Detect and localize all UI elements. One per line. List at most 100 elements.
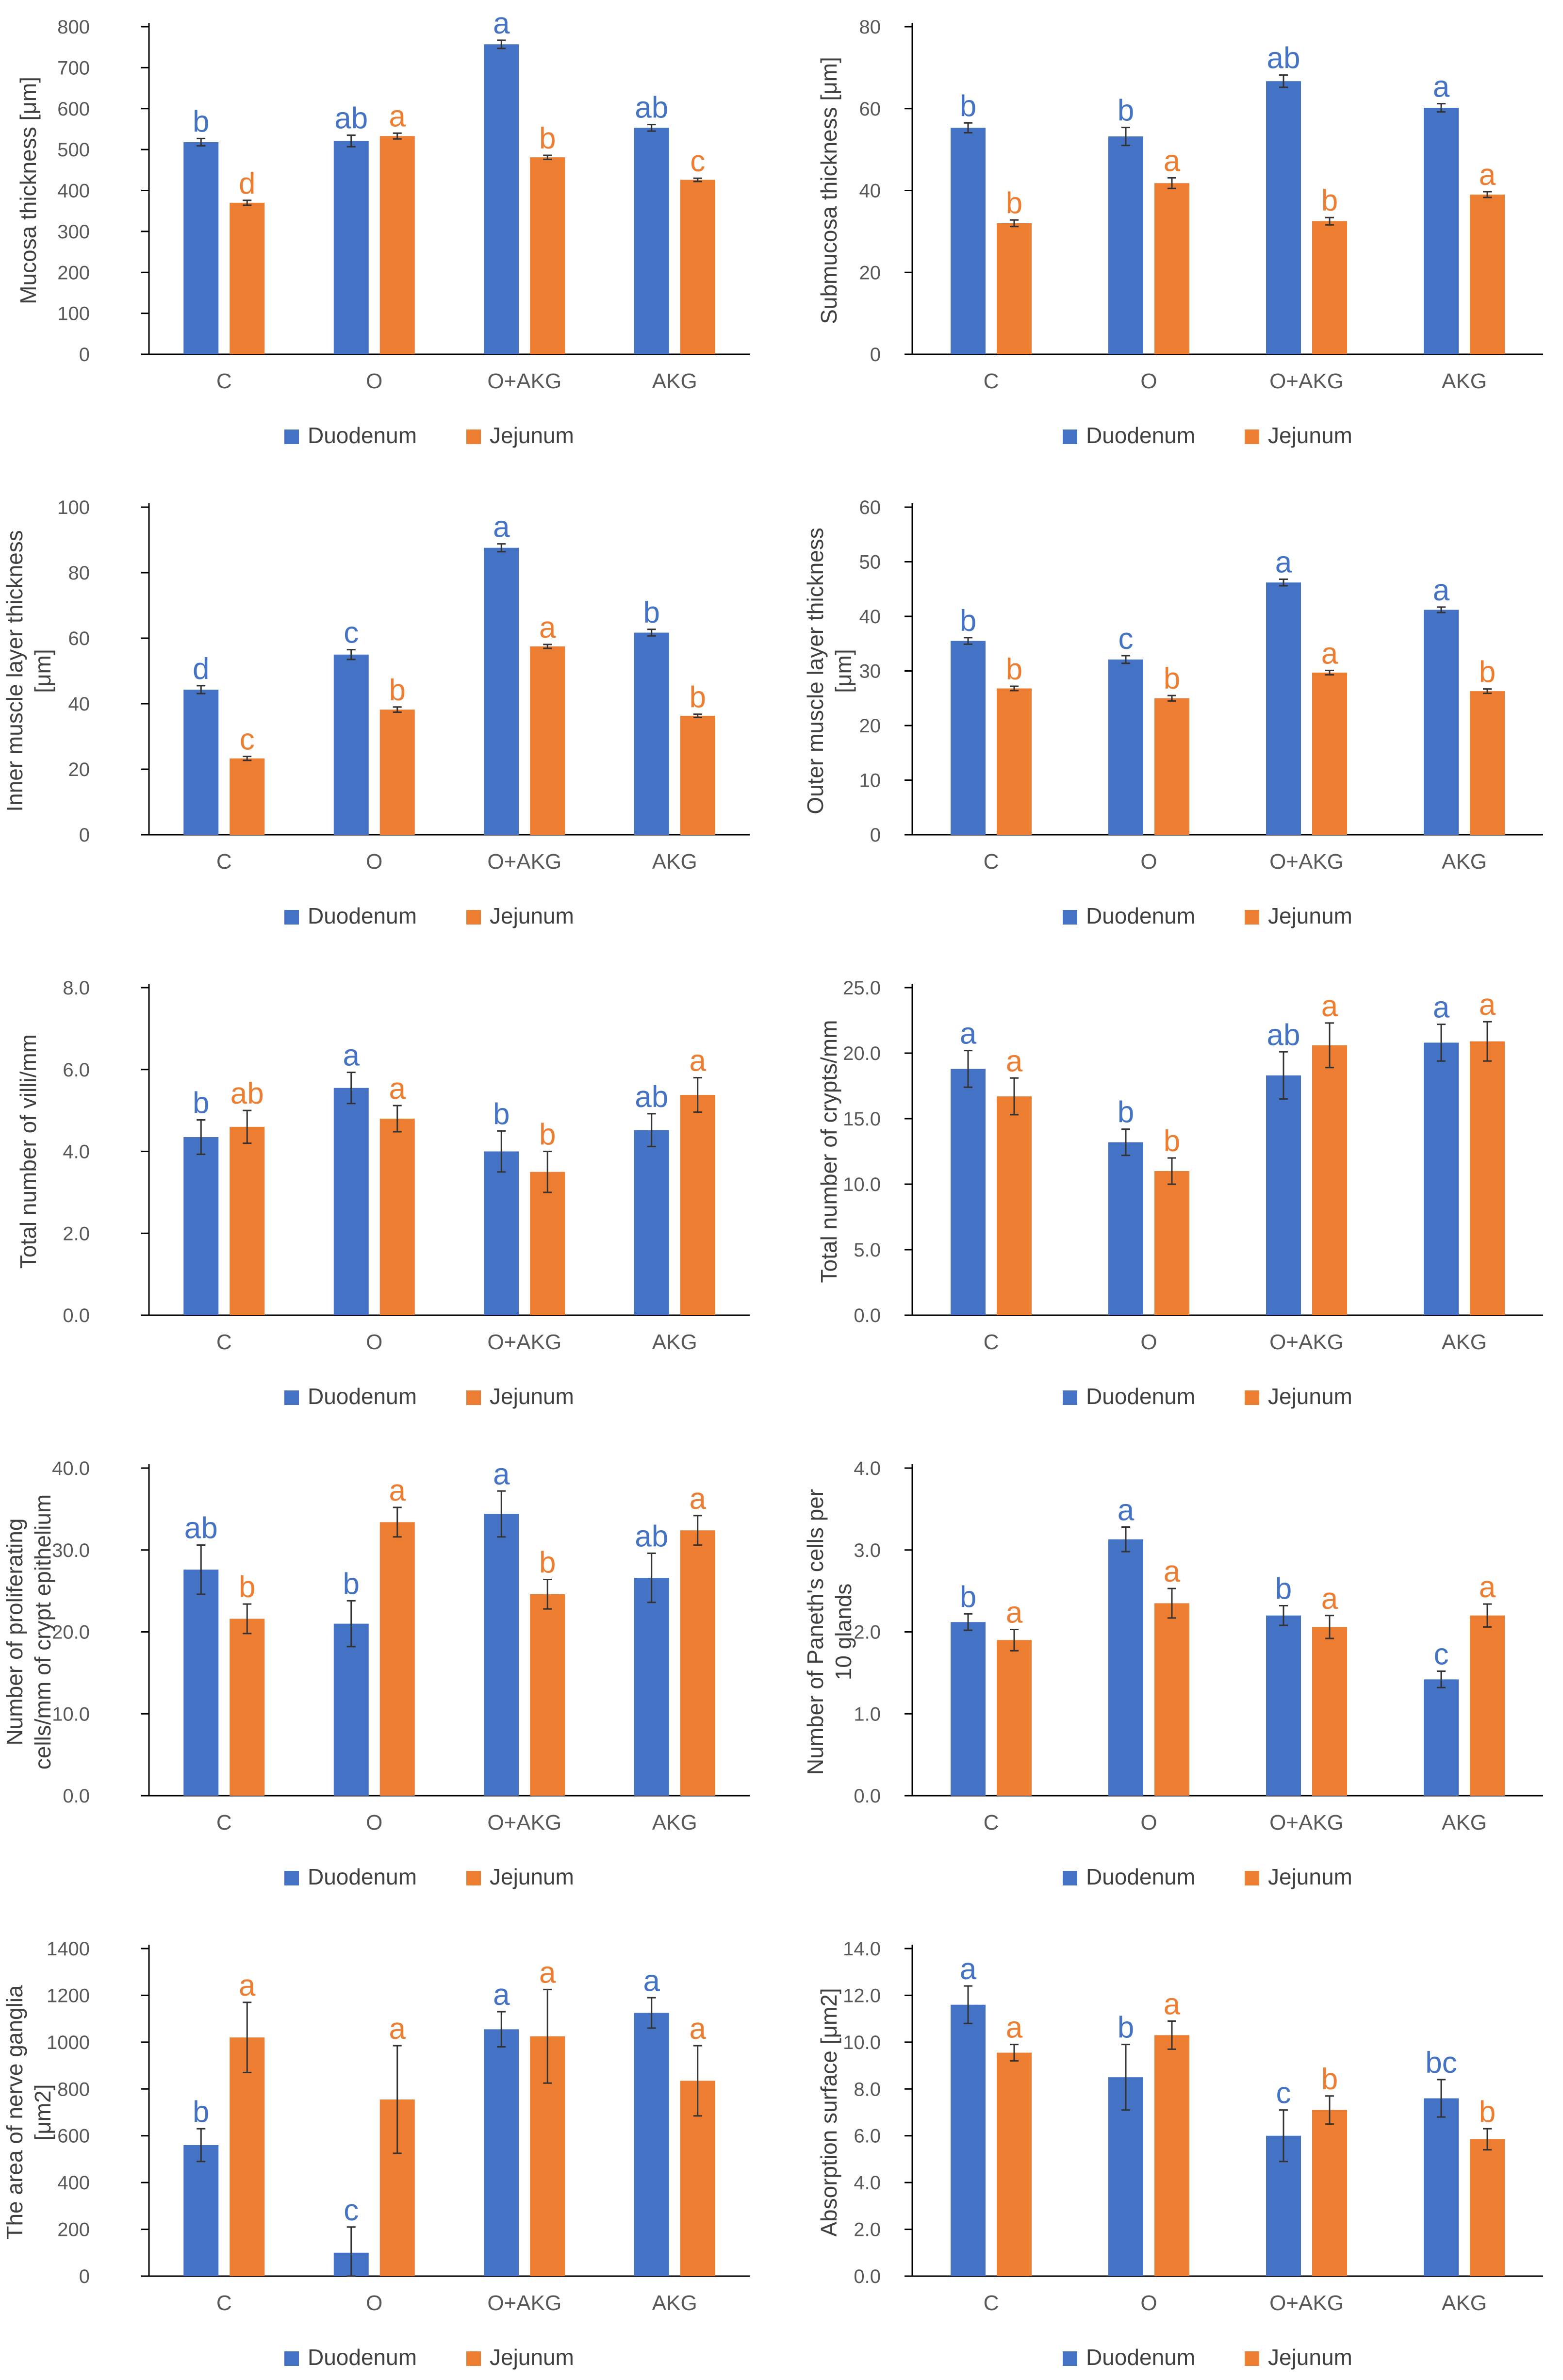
significance-letter: b xyxy=(389,674,406,707)
y-tick-label: 40 xyxy=(859,606,881,628)
y-axis-title-line: Inner muscle layer thickness xyxy=(2,530,27,811)
category-label: C xyxy=(984,1811,999,1835)
significance-letter: a xyxy=(539,1956,556,1989)
duodenum-bar xyxy=(1424,610,1459,835)
category-label: C xyxy=(984,2291,999,2315)
y-tick-label: 14.0 xyxy=(843,1938,881,1960)
duodenum-bar xyxy=(1108,136,1143,354)
significance-letter: a xyxy=(690,1482,707,1516)
significance-letter: b xyxy=(960,89,976,123)
significance-letter: b xyxy=(690,681,706,714)
y-axis-title: Number of Paneth's cells per 10 glands xyxy=(803,1489,856,1775)
duodenum-bar xyxy=(484,1514,519,1796)
significance-letter: ab xyxy=(1267,42,1300,75)
significance-letter: a xyxy=(1321,1582,1338,1616)
category-label: O xyxy=(366,369,382,393)
significance-letter: a xyxy=(389,1474,406,1507)
chart-panel-7: 0.0 10.0 20.0 30.0 40.0 Number of proliferati… xyxy=(2,1457,750,1889)
category-label: AKG xyxy=(1442,369,1487,393)
significance-letter: a xyxy=(1006,1596,1023,1629)
legend-swatch-duodenum xyxy=(284,430,299,444)
duodenum-bar xyxy=(183,2145,219,2276)
significance-letter: a xyxy=(1433,991,1450,1025)
category-label: AKG xyxy=(652,369,697,393)
y-tick-label: 700 xyxy=(57,57,90,79)
significance-letter: b xyxy=(960,604,976,638)
legend-swatch-duodenum xyxy=(1063,2351,1077,2366)
chart-panel-1: 0 100 200 300 400 500 600 700 800 Mucosa thicknes… xyxy=(16,7,750,448)
category-label: O+AKG xyxy=(487,369,561,393)
y-tick-label: 100 xyxy=(57,497,90,518)
y-tick-label: 0.0 xyxy=(63,1785,90,1807)
significance-letter: a xyxy=(1479,1570,1496,1604)
significance-letter: d xyxy=(239,167,255,200)
significance-letter: b xyxy=(193,2095,209,2129)
y-axis-title: Absorption surface [μm2] xyxy=(816,1988,841,2236)
category-label: O xyxy=(1140,2291,1157,2315)
y-tick-label: 400 xyxy=(57,2172,90,2194)
y-tick-label: 0 xyxy=(870,825,881,846)
y-tick-label: 300 xyxy=(57,221,90,243)
significance-letter: a xyxy=(389,1072,406,1106)
y-axis-title-line: Number of proliferating xyxy=(2,1519,27,1746)
y-tick-label: 12.0 xyxy=(843,1985,881,2006)
jejunum-bar xyxy=(997,688,1032,835)
duodenum-bar xyxy=(484,1151,519,1315)
y-tick-label: 800 xyxy=(57,2079,90,2100)
y-tick-label: 20 xyxy=(68,759,90,780)
duodenum-bar xyxy=(634,1130,669,1315)
significance-letter: b xyxy=(239,1570,255,1604)
duodenum-bar xyxy=(1108,1539,1143,1796)
duodenum-bar xyxy=(183,142,219,354)
category-label: AKG xyxy=(1442,1811,1487,1835)
significance-letter: b xyxy=(1321,184,1338,217)
jejunum-bar xyxy=(1312,1045,1347,1315)
significance-letter: c xyxy=(1276,2077,1291,2110)
jejunum-bar xyxy=(1312,1627,1347,1796)
y-tick-label: 20.0 xyxy=(843,1043,881,1064)
significance-letter: a xyxy=(1275,546,1292,579)
category-label: O xyxy=(366,1811,382,1835)
significance-letter: a xyxy=(643,1964,660,1998)
legend-label-jejunum: Jejunum xyxy=(490,1384,574,1409)
duodenum-bar xyxy=(333,654,369,835)
y-axis-title-line: Mucosa thickness [μm] xyxy=(16,77,41,304)
significance-letter: b xyxy=(193,105,209,138)
duodenum-bar xyxy=(1424,1042,1459,1315)
jejunum-bar xyxy=(1470,691,1505,835)
y-axis-title-line: Number of Paneth's cells per xyxy=(803,1489,828,1775)
significance-letter: a xyxy=(389,99,406,133)
legend-label-duodenum: Duodenum xyxy=(308,2345,417,2370)
legend-label-duodenum: Duodenum xyxy=(1086,423,1195,448)
significance-letter: b xyxy=(1006,653,1022,686)
duodenum-bar xyxy=(1424,2098,1459,2276)
y-tick-label: 0.0 xyxy=(63,1305,90,1326)
duodenum-bar xyxy=(634,1578,669,1796)
legend-swatch-jejunum xyxy=(1245,430,1259,444)
y-tick-label: 200 xyxy=(57,262,90,283)
y-tick-label: 0 xyxy=(79,344,90,365)
significance-letter: ab xyxy=(230,1077,264,1110)
legend-swatch-duodenum xyxy=(1063,1871,1077,1885)
significance-letter: a xyxy=(690,2012,707,2046)
category-label: O+AKG xyxy=(1269,1811,1344,1835)
jejunum-bar xyxy=(1470,194,1505,354)
category-label: O xyxy=(366,1330,382,1354)
y-axis-title: Total number of villi/mm xyxy=(16,1034,41,1269)
significance-letter: b xyxy=(1006,186,1022,220)
chart-panel-5: 0.0 2.0 4.0 6.0 8.0 Total number of villi/mm C… xyxy=(16,977,750,1409)
duodenum-bar xyxy=(333,1088,369,1315)
jejunum-bar xyxy=(1312,672,1347,835)
y-tick-label: 800 xyxy=(57,17,90,38)
legend-swatch-duodenum xyxy=(284,910,299,925)
significance-letter: b xyxy=(1275,1572,1292,1606)
duodenum-bar xyxy=(333,1623,369,1796)
chart-panel-8: 0.0 1.0 2.0 3.0 4.0 Number of Paneth's cells … xyxy=(803,1458,1543,1889)
significance-letter: a xyxy=(1006,2011,1023,2045)
y-tick-label: 4.0 xyxy=(854,2172,881,2194)
significance-letter: c xyxy=(344,2194,359,2227)
legend-swatch-duodenum xyxy=(1063,430,1077,444)
legend-label-duodenum: Duodenum xyxy=(308,903,417,928)
jejunum-bar xyxy=(680,180,715,354)
